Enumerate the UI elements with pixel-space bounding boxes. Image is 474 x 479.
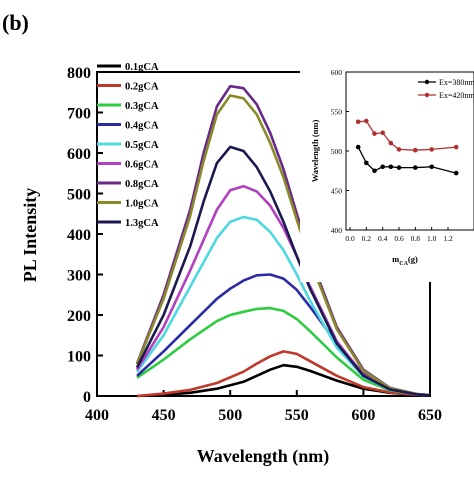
series-line-0.3gCA [136, 306, 431, 397]
inset-marker [388, 140, 394, 146]
inset-legend-marker [424, 92, 430, 98]
inset-marker [453, 144, 459, 150]
legend-label: 0.2gCA [125, 82, 159, 93]
main-y-axis-title: PL Intensity [20, 188, 40, 283]
inset-x-tick-label: 0.8 [411, 234, 421, 243]
legend-label: 0.5gCA [125, 140, 159, 151]
inset-plot: 0.0 0.2 0.4 0.6 0.8 1.0 1.2 400 450 500 550 600 Ex=… [300, 60, 474, 282]
legend-label: 0.1gCA [125, 62, 159, 73]
x-tick-label: 450 [152, 407, 176, 424]
series-line-1.0gCA [135, 94, 431, 397]
inset-x-tick-label: 0.2 [362, 234, 372, 243]
inset-y-axis-title: Wavelength (nm) [310, 120, 320, 183]
inset-marker [380, 164, 386, 170]
inset-marker [413, 165, 418, 170]
inset-marker [364, 118, 369, 124]
legend-label: 0.6gCA [125, 160, 159, 171]
series-line-1.3gCA [135, 145, 431, 397]
y-tick-label: 200 [67, 308, 91, 325]
inset-legend: Ex=380nm Ex=420nm [418, 78, 474, 100]
main-axis-ticks: 400 450 500 550 600 650 0 100 200 300 400 500 600 700… [67, 65, 442, 424]
x-tick-label: 600 [351, 407, 375, 424]
inset-marker [372, 131, 377, 136]
legend-label: 0.8gCA [125, 179, 159, 190]
main-plot-area: 400 450 500 550 600 650 0 100 200 300 400 500 600 700… [67, 65, 442, 424]
x-tick-label: 650 [418, 407, 442, 424]
inset-y-tick-label: 600 [331, 68, 343, 77]
legend-label: 0.3gCA [125, 101, 159, 112]
inset-y-tick-label: 400 [331, 226, 343, 235]
y-tick-label: 100 [67, 349, 91, 366]
legend-label: 1.0gCA [125, 199, 159, 210]
x-tick-label: 500 [218, 407, 242, 424]
inset-marker [413, 147, 418, 153]
inset-x-tick-label: 1.2 [443, 234, 453, 243]
y-tick-label: 800 [67, 65, 91, 82]
inset-x-tick-label: 0.4 [378, 234, 388, 243]
inset-series-lines [355, 118, 459, 176]
x-tick-label: 550 [285, 407, 309, 424]
inset-y-tick-label: 450 [331, 187, 343, 196]
inset-legend-label: Ex=380nm [439, 78, 474, 87]
main-legend: 0.1gCA 0.2gCA 0.3gCA 0.4gCA 0.5gCA 0.6gCA 0.8g… [97, 62, 159, 229]
inset-x-title-main: m [392, 254, 399, 264]
inset-x-tick-label: 0.0 [345, 234, 355, 243]
inset-marker [364, 160, 369, 166]
y-tick-label: 700 [67, 106, 91, 123]
inset-marker [372, 168, 377, 174]
legend-label: 0.4gCA [125, 121, 159, 132]
main-series-lines [135, 84, 431, 398]
series-line-0.2gCA [136, 350, 431, 398]
y-tick-label: 500 [67, 187, 91, 204]
inset-marker [355, 144, 361, 150]
inset-marker [429, 147, 435, 152]
inset-marker [396, 165, 402, 170]
legend-label: 1.3gCA [125, 218, 159, 229]
inset-legend-label: Ex=420nm [439, 91, 474, 100]
inset-background [300, 60, 474, 282]
inset-y-tick-label: 500 [331, 147, 343, 156]
x-tick-label: 400 [85, 407, 109, 424]
inset-x-title-suffix: (g) [408, 254, 418, 264]
inset-legend-marker [424, 79, 430, 85]
inset-x-tick-label: 0.6 [394, 234, 404, 243]
y-tick-label: 0 [83, 389, 91, 406]
inset-x-axis-title: mCA(g) [392, 254, 418, 267]
inset-x-title-sub: CA [399, 261, 408, 267]
inset-marker [380, 130, 386, 136]
y-tick-label: 600 [67, 146, 91, 163]
inset-y-tick-label: 550 [331, 108, 343, 117]
inset-x-tick-label: 1.0 [427, 234, 437, 243]
inset-marker [355, 119, 361, 125]
inset-marker [429, 164, 435, 170]
inset-marker [388, 164, 394, 170]
inset-axis-ticks: 0.0 0.2 0.4 0.6 0.8 1.0 1.2 400 450 500 550 600 [331, 68, 453, 243]
panel-label: (b) [2, 10, 29, 35]
y-tick-label: 400 [67, 227, 91, 244]
y-tick-label: 300 [67, 268, 91, 285]
inset-marker [453, 170, 459, 176]
main-x-axis-title: Wavelength (nm) [197, 446, 330, 467]
inset-marker [396, 147, 402, 152]
